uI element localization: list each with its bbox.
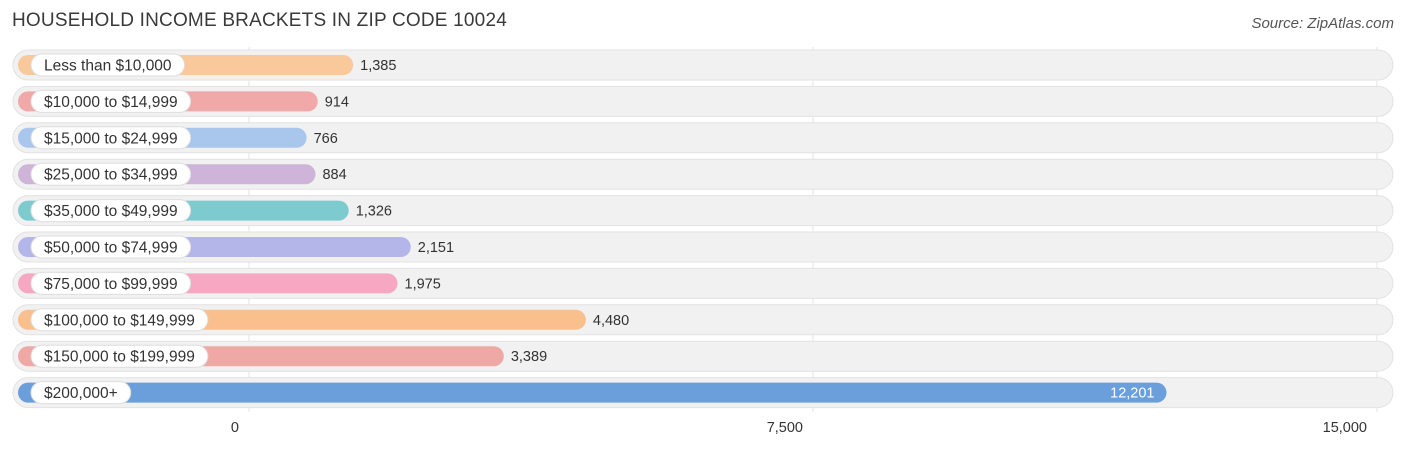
category-pill (30, 271, 192, 295)
category-pill (30, 308, 209, 332)
x-tick-label: 7,500 (767, 420, 803, 436)
value-label: 1,975 (405, 276, 441, 292)
value-label: 1,385 (360, 58, 396, 74)
value-label: 12,201 (1110, 386, 1154, 402)
category-pill (30, 381, 132, 405)
value-label: 4,480 (593, 313, 629, 329)
bar (18, 382, 1167, 403)
category-pill (30, 126, 192, 150)
value-label: 1,326 (356, 204, 392, 220)
value-label: 884 (322, 167, 346, 183)
row-track (12, 158, 1394, 190)
value-label: 914 (325, 94, 349, 110)
row-track (12, 122, 1394, 154)
source-note: Source: ZipAtlas.com (1251, 15, 1394, 32)
category-label: Less than $10,000 (44, 58, 172, 75)
category-pill (30, 199, 192, 223)
category-pill (30, 89, 192, 113)
category-label: $35,000 to $49,999 (44, 203, 178, 220)
category-label: $25,000 to $34,999 (44, 167, 178, 184)
value-label: 3,389 (511, 349, 547, 365)
value-label: 766 (314, 131, 338, 147)
row-track (12, 85, 1394, 117)
category-pill (30, 235, 192, 259)
category-label: $100,000 to $149,999 (44, 312, 195, 329)
category-pill (30, 344, 209, 368)
category-label: $15,000 to $24,999 (44, 130, 178, 147)
category-label: $10,000 to $14,999 (44, 94, 178, 111)
category-label: $200,000+ (44, 385, 118, 402)
category-label: $150,000 to $199,999 (44, 349, 195, 366)
value-label: 2,151 (418, 240, 454, 256)
x-tick-label: 15,000 (1323, 420, 1367, 436)
category-label: $75,000 to $99,999 (44, 276, 178, 293)
category-pill (30, 53, 186, 77)
row-track (12, 195, 1394, 227)
category-pill (30, 162, 192, 186)
chart-title: HOUSEHOLD INCOME BRACKETS IN ZIP CODE 10… (12, 10, 507, 31)
row-track (12, 49, 1394, 81)
x-tick-label: 0 (231, 420, 239, 436)
category-label: $50,000 to $74,999 (44, 240, 178, 257)
